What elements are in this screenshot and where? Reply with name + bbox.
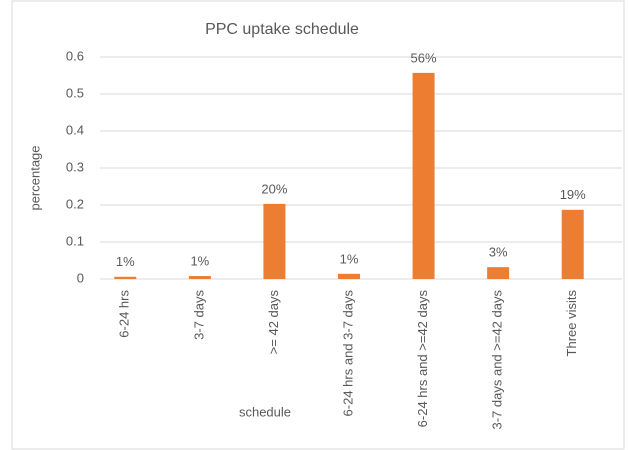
bar	[188, 276, 211, 279]
data-label: 56%	[411, 50, 437, 65]
chart-title: PPC uptake schedule	[205, 21, 359, 38]
x-tick-label: 6-24 hrs and 3-7 days	[340, 290, 355, 417]
y-axis-title: percentage	[27, 145, 42, 210]
y-tick-label: 0.3	[66, 159, 84, 174]
data-label: 1%	[190, 253, 209, 268]
x-tick-label: >= 42 days	[266, 290, 281, 355]
bar	[114, 276, 137, 279]
y-tick-label: 0.2	[66, 196, 84, 211]
bar	[487, 267, 510, 279]
bar	[412, 72, 435, 279]
y-tick-label: 0.5	[66, 85, 84, 100]
y-tick-label: 0.6	[66, 48, 84, 63]
x-axis-title: schedule	[239, 404, 291, 419]
x-tick-label: Three visits	[564, 290, 579, 357]
data-label: 1%	[116, 254, 135, 269]
bar	[338, 273, 360, 279]
data-label: 1%	[340, 251, 359, 266]
y-tick-label: 0.4	[66, 122, 84, 137]
data-label: 20%	[261, 181, 287, 196]
data-label: 3%	[489, 245, 508, 260]
x-tick-label: 6-24 hrs and >=42 days	[415, 290, 430, 428]
x-tick-label: 3-7 days	[191, 290, 206, 340]
bar	[263, 203, 286, 279]
y-tick-label: 0.1	[66, 233, 84, 248]
x-tick-label: 3-7 days and >=42 days	[490, 290, 505, 430]
y-tick-label: 0	[77, 270, 84, 285]
bar	[561, 209, 584, 279]
data-label: 19%	[560, 187, 586, 202]
chart-border	[11, 0, 625, 450]
x-tick-label: 6-24 hrs	[117, 290, 132, 338]
